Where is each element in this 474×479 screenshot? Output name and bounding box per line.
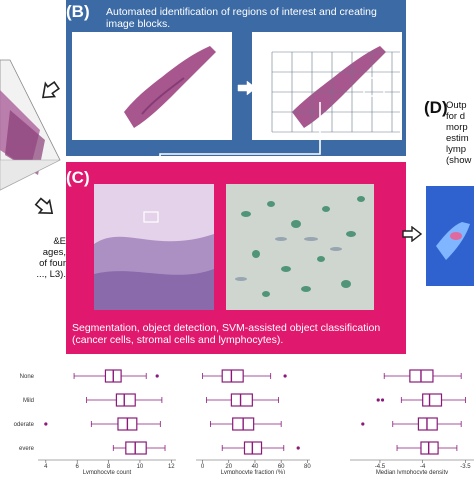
x-axis-label: Lymphocyte count xyxy=(83,470,132,474)
category-label: None xyxy=(20,374,35,380)
panel-d-line: (show xyxy=(446,155,472,166)
panel-a-line: ..., L3). xyxy=(36,269,66,280)
outlier-point xyxy=(296,446,300,450)
outlier-point xyxy=(283,374,287,378)
panel-b-caption: Automated identification of regions of i… xyxy=(106,6,377,30)
x-tick-label: 20 xyxy=(225,464,232,470)
box-plots-svg: None Mild oderate evere 4 6 8 10 12 Lymphocyte co… xyxy=(14,369,474,476)
panel-d-line: for d xyxy=(446,111,466,122)
panel-a-line: ages, xyxy=(42,247,66,258)
x-tick-label: 0 xyxy=(201,464,205,470)
wsi-thumbnail xyxy=(72,32,232,140)
x-axis-label: Lymphocyte fraction (%) xyxy=(221,470,285,474)
panel-c-caption: Segmentation, object detection, SVM-assi… xyxy=(72,322,380,346)
category-label: evere xyxy=(19,446,35,452)
panel-c-letter: (C) xyxy=(66,168,90,187)
x-tick-label: 40 xyxy=(252,464,259,470)
panel-d-line: lymp xyxy=(446,144,467,155)
panel-a-line: of four xyxy=(39,258,66,269)
panel-d-line: morp xyxy=(446,122,468,133)
panel-a-caption: &E ages, of four ..., L3). xyxy=(22,236,66,280)
panel-c-caption-line: Segmentation, object detection, SVM-assi… xyxy=(72,322,381,334)
x-tick-label: -4.5 xyxy=(375,464,386,470)
box xyxy=(230,393,253,407)
category-label: oderate xyxy=(14,422,35,428)
arrow-to-c-icon xyxy=(34,197,54,214)
panel-d-line: Outp xyxy=(446,100,467,111)
box xyxy=(125,441,147,455)
panel-c-caption-line: (cancer cells, stromal cells and lymphoc… xyxy=(72,334,284,346)
panel-d-caption: Outp for d morp estim lymp (show xyxy=(446,100,471,166)
outlier-point xyxy=(361,422,365,426)
panel-d-letter: (D) xyxy=(424,98,448,117)
x-tick-label: 8 xyxy=(107,464,111,470)
x-tick-label: -4 xyxy=(420,464,426,470)
wsi-tiled xyxy=(252,32,402,140)
outlier-point xyxy=(380,398,385,402)
category-label: Mild xyxy=(23,398,34,404)
panel-b-letter: (B) xyxy=(66,2,90,21)
panel-c: (C) Segmentation, object d xyxy=(66,162,406,354)
x-tick-label: 60 xyxy=(278,464,285,470)
he-tile-image xyxy=(94,184,214,310)
outlier-point xyxy=(376,398,380,402)
outlier-point xyxy=(155,374,159,378)
x-tick-label: 12 xyxy=(168,464,175,470)
panel-d-line: estim xyxy=(446,133,469,144)
outlier-point xyxy=(44,422,48,426)
box xyxy=(115,393,136,407)
x-tick-label: 10 xyxy=(137,464,144,470)
arrow-to-b-icon xyxy=(41,81,60,99)
box xyxy=(422,393,443,407)
box xyxy=(221,369,244,383)
selected-tile xyxy=(363,77,385,97)
x-tick-label: 4 xyxy=(44,464,48,470)
arrow-to-d-icon xyxy=(402,226,422,242)
connector-b-to-c xyxy=(155,102,321,170)
box-plots: None Mild oderate evere 4 6 8 10 12 Lymphocyte co… xyxy=(0,362,474,476)
box xyxy=(417,417,438,431)
x-tick-label: 80 xyxy=(304,464,311,470)
segmentation-image xyxy=(226,184,374,310)
panel-b-caption-line: image blocks. xyxy=(106,18,171,30)
density-map xyxy=(426,186,474,286)
x-tick-label: -3.5 xyxy=(460,464,471,470)
slide-stack-illustration xyxy=(0,59,61,191)
arrow-right-icon xyxy=(237,80,257,96)
panel-b: (B) Automated identification of regions … xyxy=(66,0,406,156)
panel-a-line: &E xyxy=(53,236,66,247)
panel-b-caption-line: Automated identification of regions of i… xyxy=(106,6,377,18)
panel-a-stack xyxy=(0,40,66,210)
x-axis-label: Median lymphocyte density xyxy=(376,470,448,474)
x-tick-label: 6 xyxy=(76,464,80,470)
box xyxy=(420,441,439,455)
tile-grid xyxy=(271,51,400,133)
